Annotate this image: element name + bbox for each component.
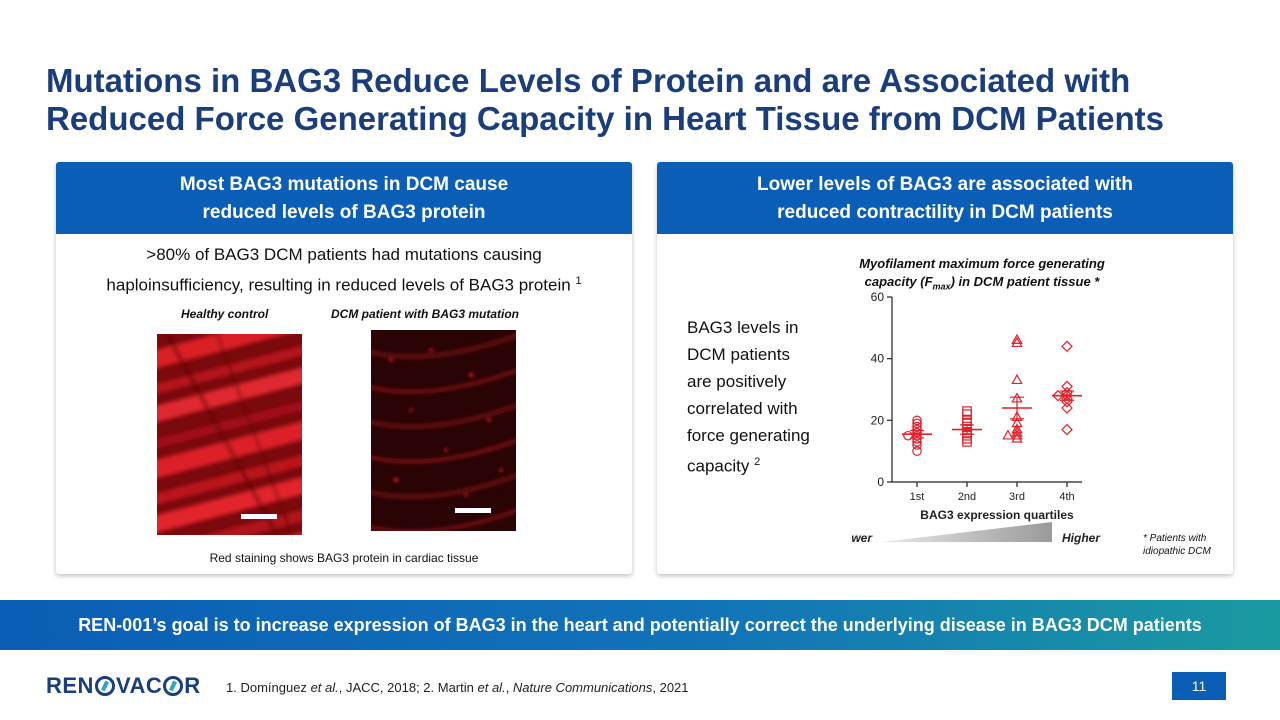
data-point <box>1011 423 1023 434</box>
footnote-line-2: idiopathic DCM <box>1143 546 1211 557</box>
logo-text: REN VAC R <box>46 673 201 698</box>
right-body-line: correlated with <box>687 399 798 418</box>
right-body-text: BAG3 levels in DCM patients are positive… <box>687 314 827 480</box>
y-tick-label: 20 <box>871 413 885 427</box>
force-capacity-scatter-chart: 0 20 40 60 1st 2nd 3rd 4th BAG3 expression quart… <box>852 292 1101 545</box>
data-point <box>962 409 972 419</box>
x-tick-label: 3rd <box>1009 491 1025 503</box>
logo-o-icon <box>163 676 184 696</box>
data-point <box>912 415 922 426</box>
page-number: 11 <box>1172 672 1226 700</box>
data-point <box>1011 373 1023 385</box>
left-lead-ref: 1 <box>575 275 582 287</box>
data-point <box>1011 416 1023 428</box>
right-body-line: force generating <box>687 426 810 445</box>
footnote-line-1: * Patients with <box>1143 533 1207 544</box>
data-point <box>962 415 972 426</box>
right-body-line: BAG3 levels in <box>687 318 799 337</box>
right-header-line-2: reduced contractility in DCM patients <box>777 202 1113 223</box>
x-tick-label: 1st <box>910 491 925 503</box>
dcm-patient-caption: DCM patient with BAG3 mutation <box>331 307 519 321</box>
right-body-ref: 2 <box>754 456 761 468</box>
chart-title-line-2-post: ) in DCM patient tissue * <box>950 274 1100 289</box>
renovacor-logo: REN VAC R <box>46 674 201 698</box>
data-point <box>962 437 972 447</box>
y-tick-label: 0 <box>877 475 884 489</box>
x-axis-label: BAG3 expression quartiles <box>920 508 1074 522</box>
data-point <box>903 430 913 441</box>
slide-title: Mutations in BAG3 Reduce Levels of Prote… <box>46 62 1246 138</box>
gradient-low-label: Lower <box>852 531 873 545</box>
right-panel-header: Lower levels of BAG3 are associated with… <box>657 162 1233 234</box>
right-body-line: DCM patients <box>687 345 790 364</box>
data-point <box>1061 340 1073 353</box>
data-point <box>1011 426 1023 437</box>
data-point <box>1061 402 1073 414</box>
data-point <box>1002 429 1014 440</box>
data-point <box>912 418 922 429</box>
references: 1. Domínguez et al., JACC, 2018; 2. Mart… <box>226 680 689 695</box>
data-point <box>1011 333 1023 344</box>
healthy-control-caption: Healthy control <box>181 307 269 321</box>
right-body-line: are positively <box>687 372 787 391</box>
left-lead-line-1: >80% of BAG3 DCM patients had mutations … <box>146 245 542 264</box>
data-point <box>912 446 922 456</box>
slide-title-line-1: Mutations in BAG3 Reduce Levels of Prote… <box>46 62 1131 99</box>
chart-title-line-1: Myofilament maximum force generating <box>859 256 1105 271</box>
goal-banner: REN-001’s goal is to increase expression… <box>0 600 1280 650</box>
y-tick-label: 60 <box>871 292 885 304</box>
right-header-line-1: Lower levels of BAG3 are associated with <box>757 174 1133 195</box>
x-tick-label: 4th <box>1059 491 1074 503</box>
data-point <box>1052 389 1064 402</box>
x-tick-label: 2nd <box>958 491 976 503</box>
left-panel-header: Most BAG3 mutations in DCM cause reduced… <box>56 162 632 234</box>
data-point <box>1011 336 1023 348</box>
chart-title-line-2-pre: capacity (F <box>864 274 933 289</box>
left-lead-text: >80% of BAG3 DCM patients had mutations … <box>56 242 632 299</box>
data-point <box>962 406 972 416</box>
data-point <box>962 434 972 444</box>
right-panel: Lower levels of BAG3 are associated with… <box>657 162 1233 574</box>
data-point <box>1011 429 1023 440</box>
left-lead-line-2: haploinsufficiency, resulting in reduced… <box>106 275 571 295</box>
left-header-line-2: reduced levels of BAG3 protein <box>202 202 486 223</box>
y-tick-label: 40 <box>871 352 885 366</box>
data-point <box>1011 410 1023 422</box>
left-panel-footer: Red staining shows BAG3 protein in cardi… <box>209 551 479 565</box>
chart-title: Myofilament maximum force generating cap… <box>832 255 1132 296</box>
expression-gradient-wedge <box>882 522 1052 542</box>
healthy-control-micrograph <box>157 334 302 535</box>
right-body-line: capacity <box>687 456 750 476</box>
chart-title-subscript: max <box>932 281 951 292</box>
slide-title-line-2: Reduced Force Generating Capacity in Hea… <box>46 100 1165 137</box>
data-point <box>1011 432 1023 443</box>
logo-o-icon <box>94 676 115 696</box>
data-point <box>1061 423 1073 436</box>
data-point <box>912 440 922 450</box>
left-panel: Most BAG3 mutations in DCM cause reduced… <box>56 162 632 574</box>
gradient-high-label: Higher <box>1062 531 1101 545</box>
left-header-line-1: Most BAG3 mutations in DCM cause <box>179 174 509 195</box>
dcm-patient-micrograph <box>371 330 516 531</box>
chart-footnote: * Patients with idiopathic DCM <box>1143 532 1211 558</box>
